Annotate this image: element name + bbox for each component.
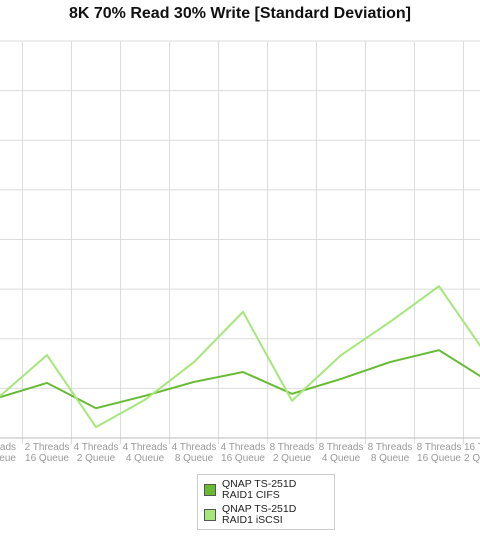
legend-swatch bbox=[204, 509, 216, 521]
x-tick-label: 4 Threads 16 Queue bbox=[220, 442, 266, 464]
x-tick-label: 4 Threads 2 Queue bbox=[73, 442, 119, 464]
legend-swatch bbox=[204, 484, 216, 496]
x-tick-label: 16 T 2 Q bbox=[464, 442, 480, 464]
chart-title: 8K 70% Read 30% Write [Standard Deviatio… bbox=[68, 5, 412, 22]
x-tick-label: 8 Threads 2 Queue bbox=[269, 442, 315, 464]
x-tick-label: 2 Threads 16 Queue bbox=[24, 442, 70, 464]
x-tick-label: 4 Threads 8 Queue bbox=[171, 442, 217, 464]
x-tick-label: 8 Threads 16 Queue bbox=[416, 442, 462, 464]
legend-label: QNAP TS-251D RAID1 iSCSI bbox=[222, 503, 297, 526]
x-tick-label: reads ueue bbox=[0, 442, 16, 464]
legend-item: QNAP TS-251D RAID1 iSCSI bbox=[202, 504, 330, 526]
x-tick-label: 8 Threads 8 Queue bbox=[367, 442, 413, 464]
x-tick-label: 4 Threads 4 Queue bbox=[122, 442, 168, 464]
legend-item: QNAP TS-251D RAID1 CIFS bbox=[202, 479, 330, 501]
legend-label: QNAP TS-251D RAID1 CIFS bbox=[222, 478, 297, 501]
series-line bbox=[0, 349, 480, 410]
x-tick-label: 8 Threads 4 Queue bbox=[318, 442, 364, 464]
legend: QNAP TS-251D RAID1 CIFS QNAP TS-251D RAID… bbox=[197, 474, 335, 530]
series-line bbox=[0, 284, 480, 429]
